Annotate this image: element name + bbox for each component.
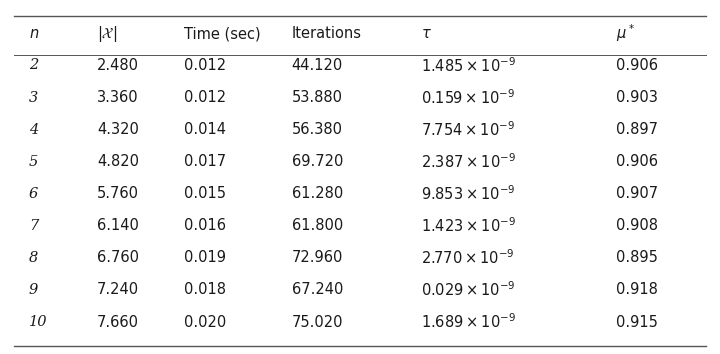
Text: $\tau$: $\tau$	[421, 26, 432, 41]
Text: 4: 4	[29, 122, 38, 137]
Text: $1.423 \times 10^{-9}$: $1.423 \times 10^{-9}$	[421, 217, 516, 235]
Text: 9: 9	[29, 283, 38, 297]
Text: 0.020: 0.020	[184, 315, 226, 330]
Text: 4.320: 4.320	[97, 122, 139, 137]
Text: 3.360: 3.360	[97, 90, 139, 105]
Text: 6.140: 6.140	[97, 218, 139, 233]
Text: 2.480: 2.480	[97, 58, 139, 73]
Text: 0.019: 0.019	[184, 250, 225, 266]
Text: 6.760: 6.760	[97, 250, 139, 266]
Text: 0.015: 0.015	[184, 186, 225, 201]
Text: $2.770 \times 10^{-9}$: $2.770 \times 10^{-9}$	[421, 249, 515, 267]
Text: 0.915: 0.915	[616, 315, 657, 330]
Text: 61.800: 61.800	[292, 218, 343, 233]
Text: 75.020: 75.020	[292, 315, 343, 330]
Text: 0.018: 0.018	[184, 282, 225, 297]
Text: 0.895: 0.895	[616, 250, 657, 266]
Text: 7: 7	[29, 219, 38, 233]
Text: 72.960: 72.960	[292, 250, 343, 266]
Text: 0.017: 0.017	[184, 154, 226, 169]
Text: $|\mathcal{X}|$: $|\mathcal{X}|$	[97, 24, 117, 44]
Text: 0.016: 0.016	[184, 218, 225, 233]
Text: $1.485 \times 10^{-9}$: $1.485 \times 10^{-9}$	[421, 56, 516, 75]
Text: 4.820: 4.820	[97, 154, 139, 169]
Text: $0.029 \times 10^{-9}$: $0.029 \times 10^{-9}$	[421, 281, 516, 299]
Text: 8: 8	[29, 251, 38, 265]
Text: $9.853 \times 10^{-9}$: $9.853 \times 10^{-9}$	[421, 184, 516, 203]
Text: 0.906: 0.906	[616, 58, 657, 73]
Text: $1.689 \times 10^{-9}$: $1.689 \times 10^{-9}$	[421, 313, 516, 331]
Text: 0.918: 0.918	[616, 282, 657, 297]
Text: 6: 6	[29, 187, 38, 201]
Text: 61.280: 61.280	[292, 186, 343, 201]
Text: $\mu^*$: $\mu^*$	[616, 23, 634, 45]
Text: 0.012: 0.012	[184, 90, 226, 105]
Text: 2: 2	[29, 58, 38, 73]
Text: 0.012: 0.012	[184, 58, 226, 73]
Text: 56.380: 56.380	[292, 122, 343, 137]
Text: $7.754 \times 10^{-9}$: $7.754 \times 10^{-9}$	[421, 120, 515, 139]
Text: 44.120: 44.120	[292, 58, 343, 73]
Text: Iterations: Iterations	[292, 26, 361, 41]
Text: 69.720: 69.720	[292, 154, 343, 169]
Text: 5.760: 5.760	[97, 186, 139, 201]
Text: Time (sec): Time (sec)	[184, 26, 260, 41]
Text: 0.906: 0.906	[616, 154, 657, 169]
Text: $n$: $n$	[29, 27, 39, 41]
Text: 0.907: 0.907	[616, 186, 658, 201]
Text: 7.240: 7.240	[97, 282, 140, 297]
Text: 0.897: 0.897	[616, 122, 657, 137]
Text: 0.903: 0.903	[616, 90, 657, 105]
Text: 0.908: 0.908	[616, 218, 657, 233]
Text: 53.880: 53.880	[292, 90, 343, 105]
Text: 5: 5	[29, 155, 38, 169]
Text: 3: 3	[29, 91, 38, 104]
Text: $2.387 \times 10^{-9}$: $2.387 \times 10^{-9}$	[421, 152, 516, 171]
Text: 7.660: 7.660	[97, 315, 139, 330]
Text: 0.014: 0.014	[184, 122, 225, 137]
Text: 67.240: 67.240	[292, 282, 343, 297]
Text: 10: 10	[29, 315, 48, 329]
Text: $0.159 \times 10^{-9}$: $0.159 \times 10^{-9}$	[421, 88, 516, 107]
